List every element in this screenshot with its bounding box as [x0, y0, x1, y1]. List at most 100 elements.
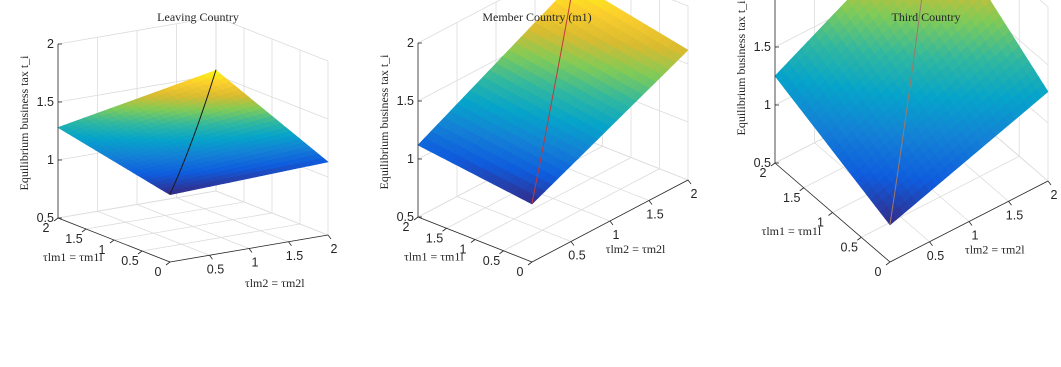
z-tick-label: 1.5	[754, 40, 771, 54]
surface	[417, 0, 689, 205]
y-tick	[885, 261, 891, 266]
z-tick-label: 1.5	[37, 95, 54, 109]
x-tick-label: 0.5	[568, 249, 585, 263]
y-tick-label: 1.5	[783, 191, 800, 205]
x-tick-label: 1.5	[1006, 208, 1023, 222]
y-tick-label: 0.5	[841, 240, 858, 254]
y-tick	[470, 239, 476, 243]
z-tick-label: 0.5	[37, 211, 54, 225]
x-tick	[248, 248, 253, 253]
wall-grid-z	[57, 74, 217, 103]
x-tick-label: 0.5	[207, 262, 224, 276]
y-axis-label: τlm1 = τm1l	[43, 250, 103, 264]
x-axis-label: τlm2 = τm2l	[245, 276, 305, 290]
surface	[774, 0, 1049, 226]
y-axis-label: τlm1 = τm1l	[762, 224, 822, 238]
wall-grid-z	[215, 74, 329, 120]
y-tick-label: 0	[155, 265, 162, 279]
y-tick-label: 1.5	[65, 232, 82, 246]
y-tick	[828, 212, 833, 216]
y-tick	[81, 228, 87, 233]
y-tick	[857, 236, 862, 241]
y-tick-label: 1	[99, 243, 106, 257]
x-axis-label: τlm2 = τm2l	[606, 242, 666, 256]
y-tick	[499, 250, 504, 255]
wall-grid-z	[215, 16, 329, 62]
y-tick-label: 2	[43, 221, 50, 235]
chart-title: Third Country	[892, 10, 961, 24]
y-tick	[442, 227, 447, 232]
x-axis-label: τlm2 = τm2l	[965, 242, 1025, 256]
y-axis-label: τlm1 = τm1l	[404, 250, 464, 264]
y-tick-label: 0	[517, 265, 524, 279]
z-axis-label: Equilibrium business tax t_i	[734, 0, 748, 136]
wall-grid-z	[57, 190, 217, 219]
x-tick	[648, 200, 653, 205]
surface-patch	[936, 0, 942, 4]
y-tick-label: 0.5	[483, 254, 500, 268]
z-tick-label: 1	[47, 153, 54, 167]
y-tick-label: 1	[817, 216, 824, 230]
x-tick	[929, 241, 933, 246]
x-tick	[968, 221, 973, 226]
y-tick	[770, 162, 776, 167]
diagonal-line	[889, 0, 923, 225]
x-tick	[288, 241, 292, 246]
floor-grid-x	[176, 197, 289, 243]
y-tick	[413, 216, 419, 221]
wall-grid-z	[215, 190, 329, 236]
y-tick-label: 2	[760, 166, 767, 180]
surface	[57, 70, 329, 196]
x-tick-label: 1.5	[646, 208, 663, 222]
y-tick-label: 0	[875, 265, 882, 279]
y-tick	[799, 187, 804, 192]
z-tick-label: 1.5	[397, 94, 414, 108]
y-tick	[527, 261, 533, 266]
diagonal-line	[531, 0, 572, 204]
x-tick-label: 2	[1051, 188, 1058, 202]
x-tick-label: 2	[331, 242, 338, 256]
wall-grid-z	[417, 0, 501, 44]
z-tick-label: 0.5	[397, 210, 414, 224]
y-tick-label: 1.5	[426, 231, 443, 245]
x-tick	[687, 179, 692, 185]
y-tick	[109, 239, 115, 244]
floor-grid-y	[113, 212, 273, 241]
z-tick-label: 0.5	[754, 156, 771, 170]
y-tick	[165, 261, 171, 266]
wall-grid-z	[57, 16, 217, 45]
z-axis-label: Equilibrium business tax t_i	[17, 55, 31, 191]
floor-grid-y	[474, 157, 632, 240]
chart-title: Member Country (m1)	[482, 10, 591, 24]
z-tick-label: 2	[47, 37, 54, 51]
z-tick-label: 1	[764, 98, 771, 112]
floor-grid-y	[85, 201, 245, 230]
chart-title: Leaving Country	[157, 10, 239, 24]
x-tick-label: 1.5	[286, 249, 303, 263]
x-tick	[570, 241, 575, 246]
x-tick-label: 0.5	[927, 249, 944, 263]
y-tick	[137, 250, 143, 255]
y-tick-label: 0.5	[121, 254, 138, 268]
x-tick-label: 2	[691, 187, 698, 201]
y-tick	[53, 217, 59, 222]
x-tick	[1008, 201, 1012, 206]
y-tick-label: 1	[460, 243, 467, 257]
x-tick-label: 1	[252, 256, 259, 270]
x-tick	[209, 255, 213, 260]
x-tick-label: 1	[613, 228, 620, 242]
z-tick-label: 2	[407, 36, 414, 50]
surface-patch	[946, 0, 955, 5]
x-tick	[327, 234, 332, 240]
y-tick-label: 2	[403, 220, 410, 234]
x-tick	[609, 220, 614, 226]
x-tick-label: 1	[972, 229, 979, 243]
diagonal-line	[169, 69, 217, 195]
z-axis-label: Equilibrium business tax t_i	[377, 54, 391, 190]
x-tick	[1047, 180, 1052, 186]
z-tick-label: 1	[407, 152, 414, 166]
